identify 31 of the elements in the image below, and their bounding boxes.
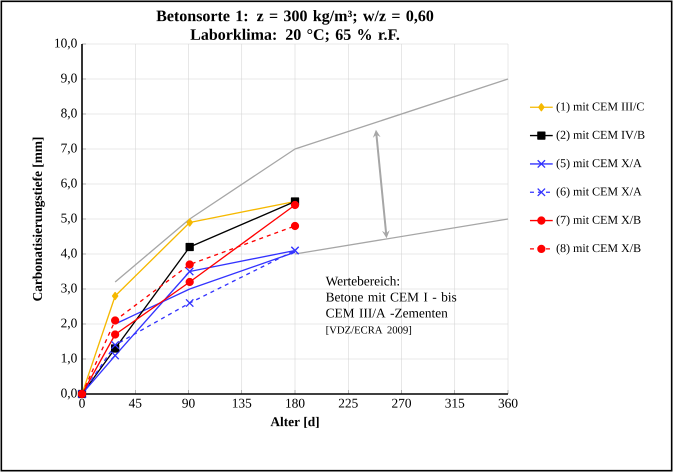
legend-label: (2) mit CEM IV/B bbox=[556, 130, 644, 142]
y-tick-label: 5,0 bbox=[61, 214, 77, 224]
x-axis-title: Alter [d] bbox=[270, 416, 319, 428]
x-tick-label: 360 bbox=[498, 398, 518, 408]
legend-label: (1) mit CEM III/C bbox=[556, 102, 644, 113]
y-tick-label: 10,0 bbox=[55, 38, 77, 50]
y-tick-label: 8,0 bbox=[61, 108, 77, 120]
x-tick-label: 135 bbox=[232, 398, 252, 408]
x-tick-label: 180 bbox=[286, 398, 305, 408]
annotation: [VDZ/ECRA 2009] bbox=[326, 326, 412, 335]
y-tick-label: 4,0 bbox=[60, 248, 77, 260]
x-tick-label: 45 bbox=[128, 398, 142, 408]
annotation: Wertebereich: Betone mit CEM I - bis CEM III/A -Zementen bbox=[326, 276, 456, 318]
legend-label: (5) mit CEM X/A bbox=[556, 158, 642, 170]
legend-label: (8) mit CEM X/B bbox=[556, 244, 640, 255]
y-tick-label: 3,0 bbox=[61, 284, 77, 294]
x-tick-label: 225 bbox=[338, 398, 358, 408]
legend-label: (7) mit CEM X/B bbox=[556, 215, 640, 226]
y-tick-label: 2,0 bbox=[61, 318, 77, 330]
y-tick-label: 6,0 bbox=[61, 178, 77, 190]
x-tick-label: 315 bbox=[445, 398, 464, 408]
x-tick-label: 90 bbox=[182, 398, 195, 408]
x-tick-label: 270 bbox=[392, 398, 412, 408]
legend-label: (6) mit CEM X/A bbox=[556, 187, 642, 198]
x-tick-label: 0 bbox=[79, 398, 85, 408]
y-tick-label: 9,0 bbox=[61, 74, 77, 84]
y-axis-title: Carbonatisierungstiefe [mm] bbox=[32, 138, 45, 301]
y-tick-label: 0,0 bbox=[61, 388, 77, 400]
chart-title: Betonsorte 1: z = 300 kg/m³; w/z = 0,60 Laborklima: 20 °C; 65 % r.F. bbox=[156, 10, 434, 42]
y-tick-label: 1,0 bbox=[62, 354, 77, 364]
y-tick-label: 7,0 bbox=[62, 144, 77, 154]
